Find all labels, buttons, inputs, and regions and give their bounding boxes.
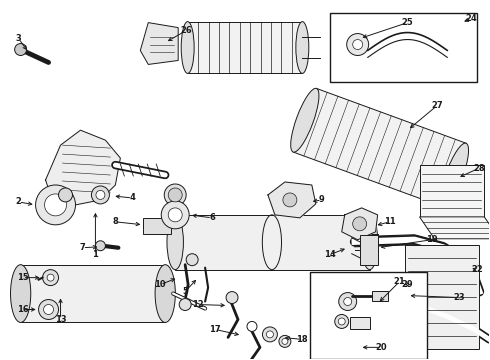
Bar: [21, 265, 165, 323]
Ellipse shape: [296, 22, 309, 73]
Bar: [405, 245, 479, 349]
Circle shape: [92, 186, 109, 204]
Ellipse shape: [168, 188, 182, 202]
Text: 15: 15: [17, 273, 28, 282]
Circle shape: [43, 270, 58, 285]
Text: 26: 26: [180, 26, 192, 35]
Bar: [293, 89, 466, 207]
Circle shape: [47, 274, 54, 281]
Text: 22: 22: [471, 265, 483, 274]
Ellipse shape: [291, 88, 319, 152]
Ellipse shape: [362, 215, 378, 270]
Text: 28: 28: [473, 163, 485, 172]
Bar: [419, 165, 484, 217]
Circle shape: [45, 194, 67, 216]
Text: 17: 17: [209, 325, 221, 334]
Circle shape: [335, 315, 349, 328]
Ellipse shape: [10, 265, 31, 323]
Circle shape: [226, 292, 238, 303]
Circle shape: [353, 40, 363, 50]
Text: 18: 18: [296, 335, 308, 344]
Circle shape: [96, 241, 105, 251]
Circle shape: [179, 298, 191, 310]
Circle shape: [393, 291, 401, 298]
Polygon shape: [46, 130, 121, 205]
Bar: [375, 280, 405, 347]
Bar: [360, 235, 378, 265]
Text: 21: 21: [393, 277, 405, 286]
Polygon shape: [140, 23, 178, 64]
Text: 7: 7: [79, 243, 85, 252]
Circle shape: [279, 336, 291, 347]
Polygon shape: [419, 217, 490, 239]
Bar: [330, 13, 477, 82]
Ellipse shape: [155, 265, 175, 323]
Text: 3: 3: [16, 34, 22, 43]
Circle shape: [343, 298, 352, 306]
Circle shape: [39, 300, 58, 319]
Text: 23: 23: [454, 293, 465, 302]
Text: 4: 4: [129, 193, 135, 202]
Circle shape: [15, 44, 26, 55]
Text: 9: 9: [319, 195, 325, 204]
Bar: [175, 215, 369, 270]
Ellipse shape: [164, 184, 186, 206]
Circle shape: [247, 321, 257, 332]
Circle shape: [282, 338, 288, 345]
Polygon shape: [268, 182, 316, 218]
Text: 25: 25: [402, 18, 414, 27]
Text: 8: 8: [113, 217, 118, 226]
Circle shape: [389, 285, 407, 303]
Circle shape: [36, 185, 75, 225]
Circle shape: [263, 327, 277, 342]
Circle shape: [347, 33, 368, 55]
Text: 1: 1: [93, 250, 98, 259]
Text: 19: 19: [426, 235, 437, 244]
Ellipse shape: [167, 215, 183, 270]
Text: 6: 6: [209, 213, 215, 222]
Ellipse shape: [441, 143, 468, 207]
Text: 10: 10: [154, 280, 166, 289]
Text: 27: 27: [432, 101, 443, 110]
Text: 5: 5: [182, 287, 188, 296]
Circle shape: [267, 331, 273, 338]
Circle shape: [338, 318, 345, 325]
Text: 16: 16: [17, 305, 28, 314]
Bar: [143, 218, 171, 234]
Circle shape: [161, 201, 189, 229]
Text: 14: 14: [324, 250, 336, 259]
Text: 20: 20: [376, 343, 388, 352]
Ellipse shape: [181, 22, 194, 73]
Text: 29: 29: [402, 280, 414, 289]
Text: 24: 24: [466, 14, 477, 23]
Bar: [310, 272, 427, 359]
Text: 11: 11: [384, 217, 395, 226]
Polygon shape: [342, 208, 378, 240]
Bar: [371, 291, 388, 301]
Circle shape: [339, 293, 357, 310]
Circle shape: [58, 188, 73, 202]
Text: 13: 13: [55, 315, 66, 324]
Circle shape: [283, 193, 297, 207]
Text: 2: 2: [16, 197, 22, 206]
Circle shape: [353, 217, 367, 231]
Circle shape: [44, 305, 53, 315]
Circle shape: [96, 190, 105, 199]
Circle shape: [168, 208, 182, 222]
Bar: [350, 318, 369, 329]
Text: 12: 12: [192, 300, 204, 309]
Circle shape: [186, 254, 198, 266]
Bar: [188, 22, 302, 73]
